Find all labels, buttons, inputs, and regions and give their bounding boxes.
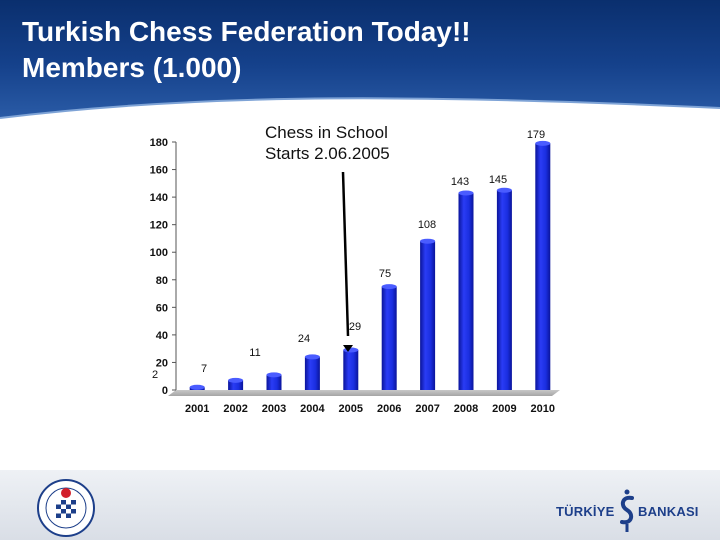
bar-2002 (228, 380, 244, 390)
x-tick-label: 2003 (262, 403, 286, 415)
bar-2003 (266, 374, 282, 390)
bar-top-2003 (266, 372, 282, 378)
bank-word-bankasi: BANKASI (638, 504, 699, 519)
annotation-arrow (341, 171, 353, 352)
bar-top-2006 (381, 284, 397, 290)
x-tick-label: 2006 (377, 403, 401, 415)
x-tick-label: 2008 (454, 403, 478, 415)
bar-top-2010 (535, 140, 551, 146)
data-label-2009: 145 (489, 174, 507, 186)
x-tick-label: 2005 (339, 403, 363, 415)
bar-2007 (420, 241, 436, 390)
y-tick-label: 160 (150, 165, 168, 177)
y-tick-label: 20 (156, 357, 168, 369)
slide-title: Turkish Chess Federation Today!! Members… (22, 14, 471, 86)
data-label-2002: 7 (201, 363, 207, 375)
x-tick-label: 2002 (223, 403, 247, 415)
bar-2010 (535, 143, 551, 390)
annotation-line1: Chess in School (265, 123, 388, 142)
x-tick-label: 2009 (492, 403, 516, 415)
data-label-2004: 24 (298, 333, 310, 345)
y-tick-label: 120 (150, 220, 168, 232)
data-label-2001: 2 (152, 369, 158, 381)
chart-bars (189, 140, 551, 390)
y-tick-label: 80 (156, 275, 168, 287)
bar-top-2007 (420, 238, 436, 244)
data-label-2007: 108 (418, 219, 436, 231)
y-tick-label: 60 (156, 302, 168, 314)
bar-top-2009 (496, 187, 512, 193)
bar-2006 (381, 286, 397, 390)
bar-top-2001 (189, 384, 205, 390)
y-tick-label: 0 (162, 385, 168, 397)
is-bankasi-logo-icon (620, 489, 634, 532)
slide-header: Turkish Chess Federation Today!! Members… (0, 0, 720, 126)
x-tick-label: 2001 (185, 403, 209, 415)
chess-federation-seal-icon (37, 479, 95, 537)
data-label-2005: 29 (349, 321, 361, 333)
chart-floor (168, 390, 560, 396)
bar-2005 (343, 350, 359, 390)
slide-title-line1: Turkish Chess Federation Today!! (22, 16, 471, 47)
bar-top-2002 (228, 377, 244, 383)
y-tick-label: 180 (150, 137, 168, 149)
chart-axes: 0 20 40 60 80 100 120 140 160 180 (150, 137, 560, 397)
bar-top-2004 (304, 354, 320, 360)
chart-labels: 2001 2002 2003 2004 2005 2006 2007 2008 2009 2010… (152, 129, 555, 415)
chart-annotation: Chess in School Starts 2.06.2005 (265, 122, 390, 164)
data-label-2006: 75 (379, 268, 391, 280)
bar-2009 (496, 190, 512, 390)
annotation-line2: Starts 2.06.2005 (265, 144, 390, 163)
slide-footer (0, 470, 720, 540)
data-label-2008: 143 (451, 176, 469, 188)
bar-top-2008 (458, 190, 474, 196)
x-tick-label: 2004 (300, 403, 325, 415)
bank-logo: TÜRKİYE BANKASI (556, 486, 706, 536)
bank-word-turkiye: TÜRKİYE (556, 504, 615, 519)
bar-2008 (458, 192, 474, 390)
y-tick-label: 100 (150, 247, 168, 259)
y-tick-label: 140 (150, 192, 168, 204)
data-label-2010: 179 (527, 129, 545, 141)
members-bar-chart: 0 20 40 60 80 100 120 140 160 180 2001 2002 2003 200… (150, 129, 560, 415)
x-tick-label: 2007 (415, 403, 439, 415)
bar-2004 (304, 356, 320, 390)
data-label-2003: 11 (249, 347, 260, 359)
header-wave (0, 97, 720, 126)
y-tick-label: 40 (156, 330, 168, 342)
slide-title-line2: Members (1.000) (22, 52, 242, 83)
x-tick-label: 2010 (531, 403, 555, 415)
